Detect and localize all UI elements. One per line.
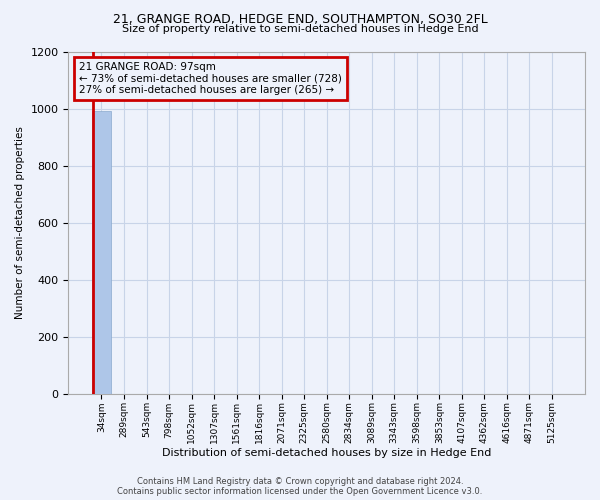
Text: 21 GRANGE ROAD: 97sqm
← 73% of semi-detached houses are smaller (728)
27% of sem: 21 GRANGE ROAD: 97sqm ← 73% of semi-deta… — [79, 62, 341, 95]
Text: Contains HM Land Registry data © Crown copyright and database right 2024.
Contai: Contains HM Land Registry data © Crown c… — [118, 476, 482, 496]
Y-axis label: Number of semi-detached properties: Number of semi-detached properties — [15, 126, 25, 319]
Bar — [92, 110, 111, 394]
X-axis label: Distribution of semi-detached houses by size in Hedge End: Distribution of semi-detached houses by … — [162, 448, 491, 458]
Text: Size of property relative to semi-detached houses in Hedge End: Size of property relative to semi-detach… — [122, 24, 478, 34]
Text: 21, GRANGE ROAD, HEDGE END, SOUTHAMPTON, SO30 2FL: 21, GRANGE ROAD, HEDGE END, SOUTHAMPTON,… — [113, 12, 487, 26]
